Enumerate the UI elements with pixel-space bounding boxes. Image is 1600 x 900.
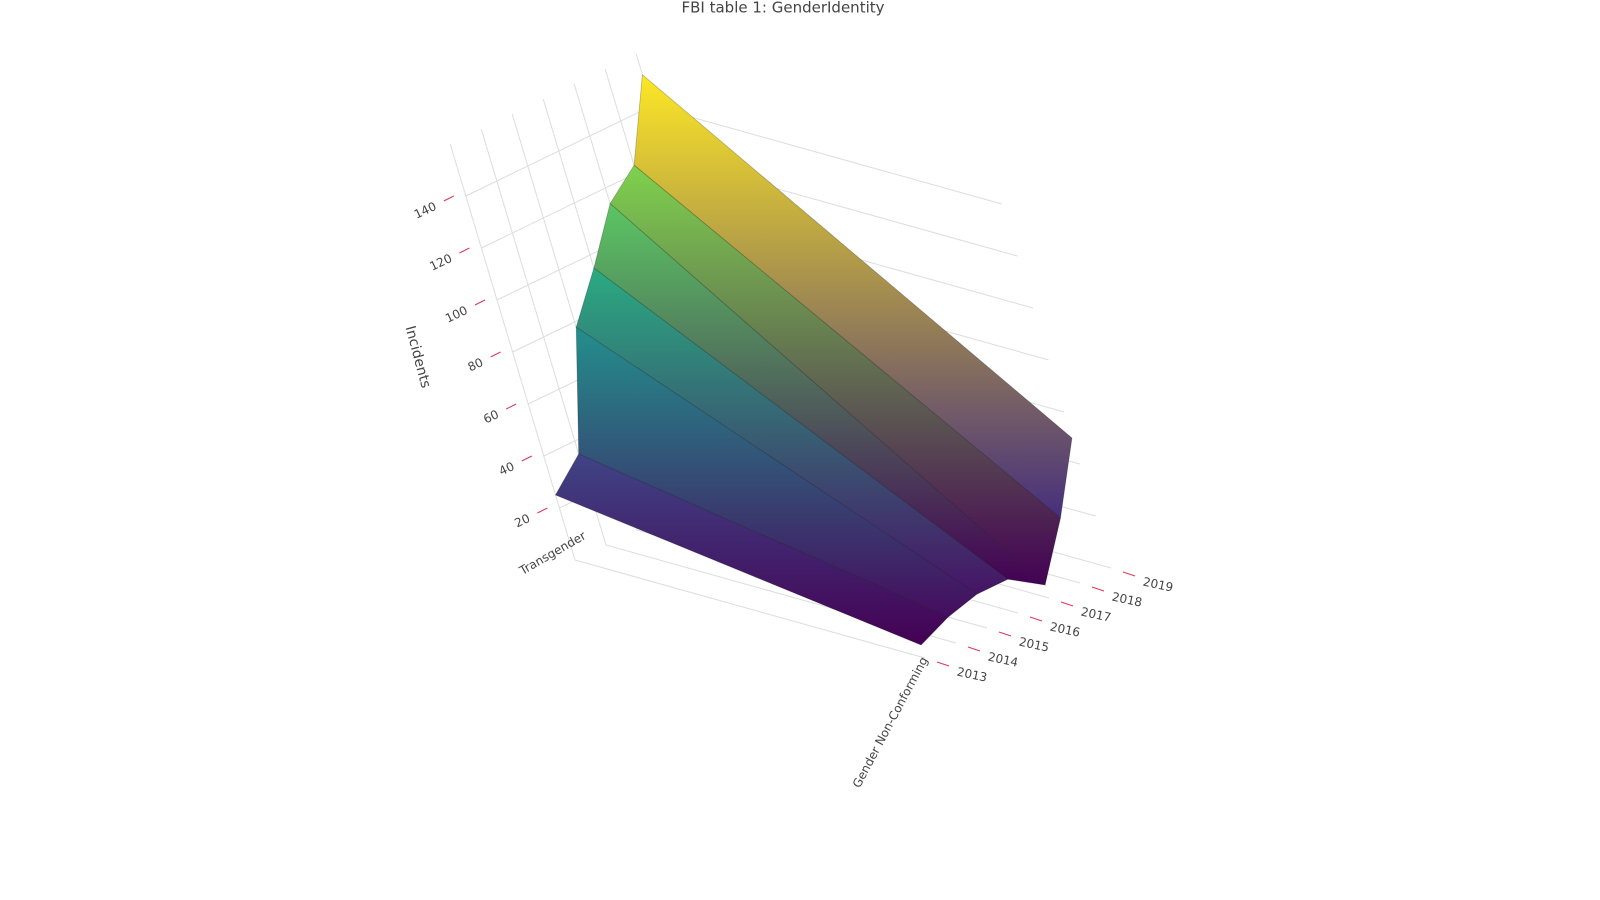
x-tick-label: 2017 [1080, 605, 1113, 625]
x-tick [998, 631, 1012, 637]
x-tick-label: 2016 [1049, 620, 1082, 640]
surface-patch [575, 267, 1009, 595]
x-tick [967, 646, 981, 652]
z-tick-label: 100 [443, 303, 470, 325]
x-tick-label: 2014 [987, 650, 1020, 670]
z-tick-label: 80 [466, 355, 486, 374]
z-tick [474, 299, 486, 306]
z-tick [521, 455, 533, 462]
z-tick-label: 40 [497, 459, 517, 478]
x-tick-label: 2019 [1142, 575, 1175, 595]
surface-patch [554, 453, 949, 646]
x-tick-label: 2015 [1018, 635, 1051, 655]
chart-title: FBI table 1: GenderIdentity [682, 0, 885, 17]
z-tick [459, 247, 470, 254]
z-tick [443, 195, 455, 202]
z-tick-label: 120 [427, 251, 454, 273]
z-tick-label: 20 [512, 511, 532, 530]
z-tick-label: 60 [481, 407, 501, 426]
x-tick [936, 661, 950, 667]
z-tick [537, 507, 548, 514]
z-tick [505, 403, 517, 410]
x-tick [1060, 601, 1074, 607]
grid-line [449, 143, 926, 659]
x-tick-label: 2013 [956, 665, 989, 685]
z-axis-title: Incidents [402, 324, 434, 390]
x-tick [1029, 616, 1043, 622]
z-tick [490, 351, 501, 358]
category-label: Transgender [516, 528, 588, 578]
z-tick-label: 140 [412, 199, 439, 221]
x-tick [1091, 586, 1105, 592]
surface [554, 73, 1073, 646]
x-tick [1122, 571, 1136, 577]
x-tick-label: 2018 [1111, 590, 1144, 610]
category-label: Gender Non-Conforming [850, 654, 931, 790]
